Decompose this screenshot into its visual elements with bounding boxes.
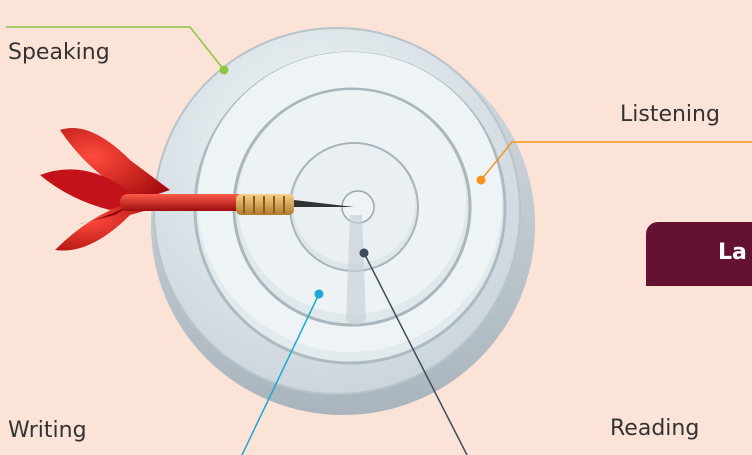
reading-label: Reading: [610, 416, 700, 441]
target-icon: [151, 27, 535, 415]
dart-icon: [40, 128, 354, 251]
speaking-leader: [6, 26, 229, 75]
listening-leader: [476, 141, 752, 185]
listening-label: Listening: [620, 102, 720, 127]
title-box-text: La: [718, 240, 747, 265]
title-box: La: [646, 222, 752, 286]
speaking-label: Speaking: [8, 40, 110, 65]
reading-leader: [359, 248, 468, 455]
writing-label: Writing: [8, 418, 87, 443]
writing-leader: [241, 289, 324, 455]
